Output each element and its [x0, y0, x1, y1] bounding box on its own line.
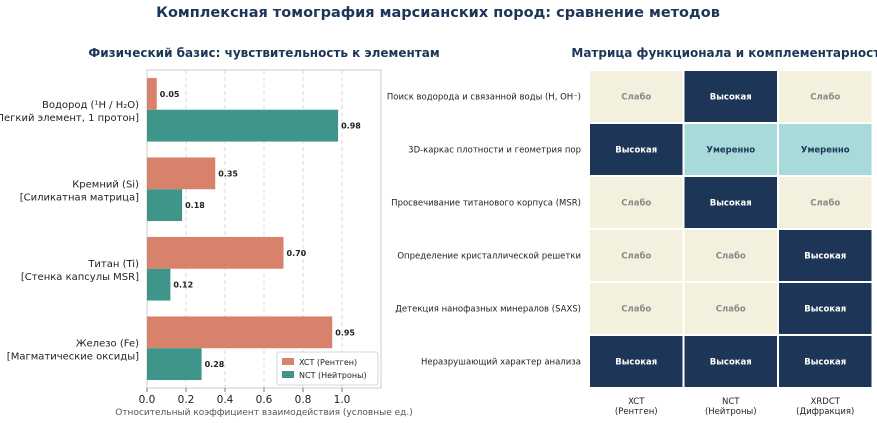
bar-data-label: 0.18 [185, 201, 205, 210]
x-tick-label: 0.2 [178, 394, 195, 406]
heatmap-cell-label: Высокая [710, 93, 752, 103]
heatmap-cell-label: Высокая [615, 146, 657, 156]
heatmap-cell-label: Высокая [804, 252, 846, 262]
bar-chart-x-axis-label: Относительный коэффициент взаимодействия… [115, 408, 413, 418]
category-label: [Силикатная матрица] [20, 192, 139, 203]
heatmap-cell [588, 175, 685, 230]
bar [147, 77, 157, 110]
heatmap-cell-label: Слабо [716, 304, 746, 315]
bar [147, 348, 202, 381]
heatmap-cell-label: Слабо [716, 251, 746, 262]
heatmap-cell [588, 334, 685, 389]
category-label: Титан (Ti) [87, 259, 139, 270]
bar-chart-category-labels: Водород (¹H / H₂O) [Легкий элемент, 1 про… [0, 100, 139, 363]
bar [147, 316, 333, 349]
bar-data-label: 0.05 [160, 90, 180, 99]
bar-data-label: 0.28 [205, 360, 225, 369]
heatmap-cell-label: Высокая [804, 358, 846, 368]
bar-data-label: 0.98 [341, 122, 361, 131]
bar-data-label: 0.70 [287, 249, 307, 258]
heatmap-cell-label: Слабо [621, 198, 651, 209]
x-tick-label: 0.0 [139, 394, 156, 406]
bar-chart-marks: 0.05 0.98 0.35 0.18 0.70 0.12 0.95 0.28 [147, 77, 361, 381]
row-label: Поиск водорода и связанной воды (H, OH⁻) [387, 93, 581, 103]
heatmap-row-labels: Поиск водорода и связанной воды (H, OH⁻)… [387, 93, 581, 368]
heatmap-cell-label: Высокая [710, 199, 752, 209]
bar [147, 268, 171, 301]
heatmap-cell [777, 122, 874, 177]
heatmap-cell [777, 175, 874, 230]
heatmap-cell [777, 69, 874, 124]
row-label: Детекция нанофазных минералов (SAXS) [395, 305, 581, 315]
bar-chart-x-ticks: 0.0 0.2 0.4 0.6 0.8 1.0 [139, 388, 351, 406]
bar-chart-legend: XCT (Рентген) NCT (Нейтроны) [276, 351, 379, 386]
x-tick-label: 0.8 [295, 394, 312, 406]
row-label: Неразрушающий характер анализа [421, 358, 581, 368]
category-label: Кремний (Si) [72, 179, 139, 190]
bar-chart-title: Физический базис: чувствительность к эле… [88, 46, 439, 60]
column-label: (Нейтроны) [705, 407, 757, 417]
bar [147, 236, 284, 269]
heatmap-column-labels: XCT(Рентген) NCT(Нейтроны) XRDCT(Дифракция… [615, 397, 854, 417]
heatmap-cell-label: Высокая [804, 305, 846, 315]
row-label: Определение кристаллической решетки [397, 252, 581, 262]
heatmap-cell [682, 228, 779, 283]
row-label: 3D-каркас плотности и геометрия пор [408, 146, 581, 156]
heatmap-cell-label: Высокая [615, 358, 657, 368]
heatmap-cells: Слабо Высокая Слабо Высокая Умеренно Умеренно… [588, 69, 874, 389]
bar-data-label: 0.12 [173, 281, 193, 290]
column-label: (Дифракция) [796, 407, 854, 417]
legend-swatch [282, 358, 294, 365]
heatmap-cell-label: Умеренно [801, 146, 850, 156]
heatmap-cell [588, 228, 685, 283]
heatmap-cell-label: Слабо [810, 198, 840, 209]
heatmap-cell-label: Слабо [621, 304, 651, 315]
row-label: Просвечивание титанового корпуса (MSR) [391, 199, 581, 209]
heatmap-cell [588, 69, 685, 124]
heatmap-cell-label: Слабо [621, 92, 651, 103]
heatmap-cell [682, 334, 779, 389]
category-label: [Магматические оксиды] [7, 351, 139, 362]
heatmap-cell [777, 228, 874, 283]
column-label: (Рентген) [615, 407, 658, 417]
x-tick-label: 1.0 [334, 394, 351, 406]
heatmap-cell-label: Высокая [710, 358, 752, 368]
column-label: NCT [722, 397, 740, 407]
column-label: XRDCT [811, 397, 841, 407]
legend-swatch [282, 371, 294, 378]
heatmap-cell-label: Умеренно [706, 146, 755, 156]
bar-chart: Физический базис: чувствительность к эле… [0, 46, 440, 418]
bar-data-label: 0.35 [218, 169, 238, 178]
x-tick-label: 0.4 [217, 394, 234, 406]
heatmap-cell-label: Слабо [810, 92, 840, 103]
category-label: [Стенка капсулы MSR] [21, 272, 139, 283]
bar [147, 157, 216, 190]
heatmap-cell [777, 334, 874, 389]
legend-label: XCT (Рентген) [299, 358, 357, 367]
bar [147, 189, 183, 222]
bar [147, 109, 339, 142]
heatmap-cell-label: Слабо [621, 251, 651, 262]
category-label: [Легкий элемент, 1 протон] [0, 113, 139, 124]
heatmap-title: Матрица функционала и комплементарности [571, 46, 877, 60]
column-label: XCT [628, 397, 645, 407]
category-label: Железо (Fe) [76, 338, 139, 349]
bar-data-label: 0.95 [335, 328, 355, 337]
category-label: Водород (¹H / H₂O) [42, 100, 139, 111]
heatmap-cell [682, 122, 779, 177]
legend-label: NCT (Нейтроны) [299, 371, 367, 380]
heatmap-cell [777, 281, 874, 336]
heatmap: Матрица функционала и комплементарности … [387, 46, 877, 417]
x-tick-label: 0.6 [256, 394, 273, 406]
legend-box [276, 351, 379, 386]
figure-title: Комплексная томография марсианских пород… [156, 5, 720, 21]
